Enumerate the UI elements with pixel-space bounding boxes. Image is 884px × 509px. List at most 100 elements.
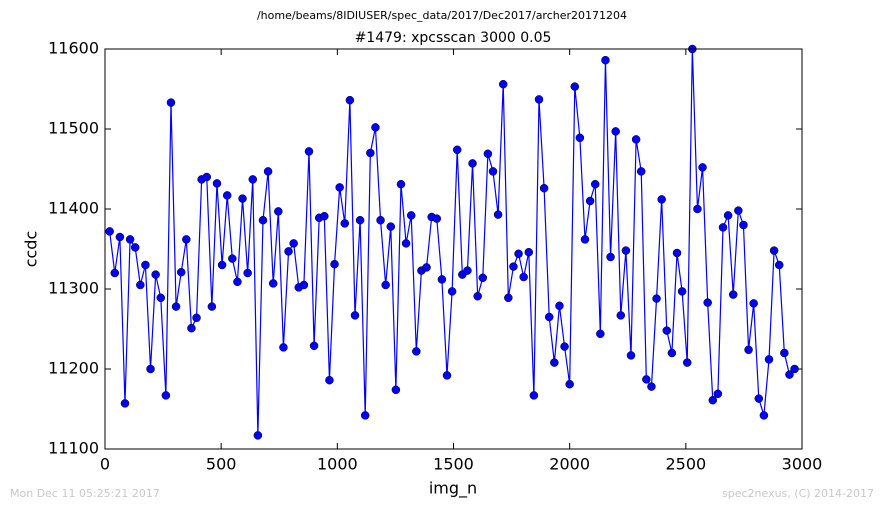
data-point [682,358,692,367]
data-point [376,215,385,225]
x-tick-label: 1500 [433,455,474,474]
data-point [350,311,360,320]
data-point [580,235,590,244]
data-point [718,223,728,232]
data-point [412,347,421,356]
data-point [606,252,615,262]
data-point [330,259,339,269]
data-point [672,248,682,258]
data-point [478,273,488,283]
data-point [519,272,528,282]
data-point [120,399,130,408]
data-point [509,262,518,271]
data-point [396,179,406,189]
data-point [698,163,707,172]
data-point [391,385,401,395]
data-point [483,149,493,159]
data-point [166,98,176,107]
data-point [141,260,150,270]
data-point [309,341,319,351]
data-point [560,342,569,351]
data-point [366,148,375,158]
footer-right: spec2nexus, (C) 2014-2017 [722,487,874,500]
data-point [565,379,574,389]
data-point [769,246,779,255]
data-point [754,394,764,403]
data-point [386,222,396,231]
data-point [176,267,186,277]
data-point [187,323,196,333]
data-point [621,246,631,255]
data-point [744,345,753,355]
data-point [222,191,232,200]
data-point [401,239,411,248]
data-point [212,179,222,188]
data-point [570,82,580,91]
data-point [575,133,585,143]
suptitle: /home/beams/8IDIUSER/spec_data/2017/Dec2… [257,9,627,22]
data-point [130,243,140,252]
plot-frame [104,48,803,450]
data-point [636,167,646,176]
y-tick-label: 11400 [48,199,99,218]
data-point [759,411,769,420]
data-point [243,268,252,278]
data-point [263,167,273,176]
data-point [703,298,712,307]
x-tick-label: 2000 [549,455,590,474]
x-tick-label: 3000 [782,455,823,474]
data-point [544,312,554,322]
data-point [493,210,503,219]
footer-left: Mon Dec 11 05:25:21 2017 [10,487,160,500]
y-tick-label: 11300 [48,279,99,298]
data-point [335,183,344,192]
data-point [304,147,314,156]
data-point [657,195,666,204]
data-point [371,123,380,132]
data-point [253,431,263,440]
data-point [320,211,329,221]
data-point [146,364,155,374]
data-point [652,294,661,303]
data-point [110,268,120,278]
data-point [616,311,626,320]
y-axis-label: ccdc [22,231,41,268]
data-point [488,167,498,176]
data-point [611,127,620,136]
data-point [550,358,559,367]
data-point [601,55,610,65]
data-point [713,389,723,399]
chart-title: #1479: xpcsscan 3000 0.05 [355,30,552,46]
data-point [136,280,145,290]
x-tick-label: 1000 [317,455,358,474]
data-point [498,79,508,89]
data-point [381,280,390,290]
data-point [202,172,212,182]
data-point [238,194,247,203]
data-point [284,247,293,256]
data-point [647,382,656,391]
data-point [539,183,549,193]
data-point [233,277,242,287]
data-point [774,260,784,270]
data-point [534,95,544,104]
data-point [156,293,166,303]
data-point [258,215,268,225]
data-point [504,293,513,303]
data-point [790,364,799,374]
data-point [115,232,125,242]
data-point [406,211,416,220]
data-point [151,270,160,279]
data-point [693,204,702,214]
data-point [279,343,288,352]
data-point [631,135,641,144]
data-point [360,411,370,420]
data-point [207,302,217,311]
data-point [105,227,114,236]
data-point [217,260,227,270]
data-point [299,280,309,290]
data-point [677,287,687,296]
data-point [248,175,258,184]
